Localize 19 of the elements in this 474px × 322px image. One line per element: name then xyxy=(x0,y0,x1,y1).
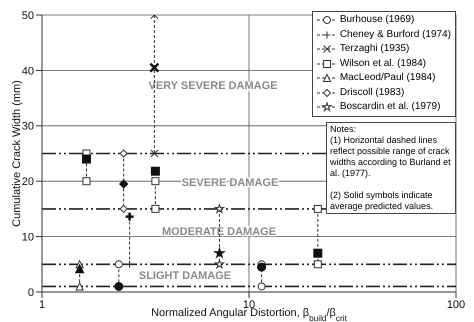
y-tick-label: 30 xyxy=(22,120,34,133)
y-tick-label: 0 xyxy=(28,286,34,299)
x-axis-title: Normalized Angular Distortion, β$_{build}$/β$_{crit}$ xyxy=(151,307,348,322)
legend-label: Terzaghi (1935) xyxy=(340,42,410,56)
y-tick-label: 10 xyxy=(22,232,34,244)
y-axis-title: Cumulative Crack Width (mm) xyxy=(10,80,23,227)
x-tick-label: 1 xyxy=(38,298,46,311)
legend-label: Driscoll (1983) xyxy=(340,86,404,100)
legend-label: Wilson et al. (1984) xyxy=(340,56,426,70)
y-tick-label: 40 xyxy=(22,65,34,78)
y-tick-label: 50 xyxy=(22,10,34,22)
legend-label: MacLeod/Paul (1984) xyxy=(340,71,436,85)
annotation: SLIGHT DAMAGE xyxy=(138,270,232,282)
legend-label: Cheney & Burford (1974) xyxy=(340,28,451,42)
legend-label: Boscardin et al. (1979) xyxy=(340,100,440,114)
text: Notes: (1) Horizontal dashed lines reflect possible range of crack widths according to Burland et al. (1977). (2) Solid symbols indicate average predicted values. xyxy=(330,124,451,211)
x-tick-label: 100 xyxy=(446,298,466,311)
legend-label: Burhouse (1969) xyxy=(340,13,414,27)
y-tick-label: 20 xyxy=(22,176,34,188)
